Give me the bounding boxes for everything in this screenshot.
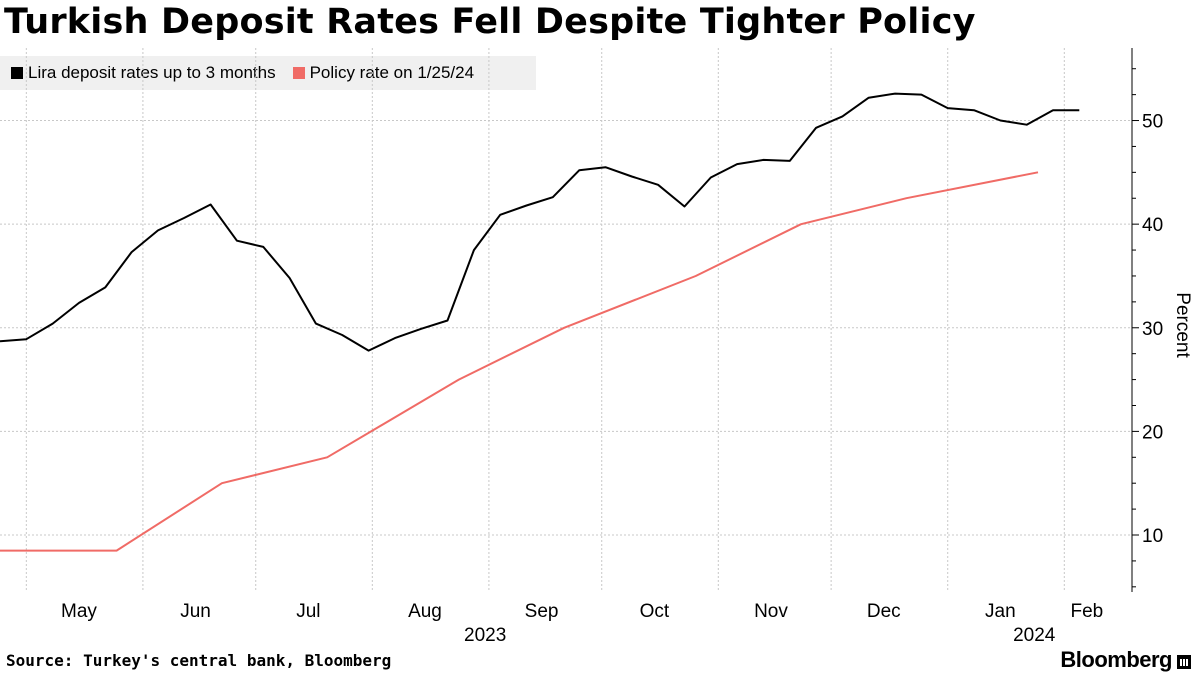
y-tick-label-30: 30 (1142, 319, 1163, 340)
y-tick-label-40: 40 (1142, 215, 1163, 236)
axis-labels: 10 20 30 40 50 May Jun Jul Aug Sep Oct Nov Dec Jan Feb… (61, 112, 1193, 646)
bloomberg-logo: Bloomberg (1060, 647, 1191, 673)
source-note: Source: Turkey's central bank, Bloomberg (6, 651, 392, 670)
x-tick-label-aug: Aug (408, 601, 442, 622)
legend-item-policy-rate: Policy rate on 1/25/24 (292, 63, 475, 83)
x-year-label-2024: 2024 (1013, 625, 1056, 646)
y-axis-title: Percent (1172, 292, 1193, 358)
legend-swatch-deposit-rates (11, 67, 23, 79)
y-tick-label-50: 50 (1142, 112, 1163, 133)
series-line-1 (0, 171, 1039, 552)
chart-title: Turkish Deposit Rates Fell Despite Tight… (4, 2, 976, 42)
x-tick-label-nov: Nov (754, 601, 788, 622)
x-tick-label-sep: Sep (525, 601, 559, 622)
x-year-label-2023: 2023 (464, 625, 506, 646)
gridlines (0, 48, 1132, 592)
series-line-0 (0, 92, 1080, 352)
x-tick-label-jul: Jul (296, 601, 320, 622)
legend-label-deposit-rates: Lira deposit rates up to 3 months (28, 63, 276, 82)
x-tick-label-jan: Jan (985, 601, 1016, 622)
x-tick-label-may: May (61, 601, 97, 622)
bloomberg-icon (1177, 655, 1191, 669)
brand-text: Bloomberg (1060, 647, 1172, 672)
x-tick-label-oct: Oct (640, 601, 670, 622)
series-lines (0, 92, 1080, 552)
y-tick-label-20: 20 (1142, 422, 1163, 443)
legend-swatch-policy-rate (292, 67, 305, 79)
x-tick-label-feb: Feb (1070, 601, 1103, 622)
y-tick-label-10: 10 (1142, 526, 1163, 547)
legend-label-policy-rate: Policy rate on 1/25/24 (309, 63, 475, 82)
x-tick-label-dec: Dec (867, 601, 901, 622)
legend: Lira deposit rates up to 3 months Policy… (0, 56, 536, 90)
axes (1131, 48, 1139, 592)
x-tick-label-jun: Jun (180, 601, 211, 622)
legend-item-deposit-rates: Lira deposit rates up to 3 months (11, 63, 276, 83)
